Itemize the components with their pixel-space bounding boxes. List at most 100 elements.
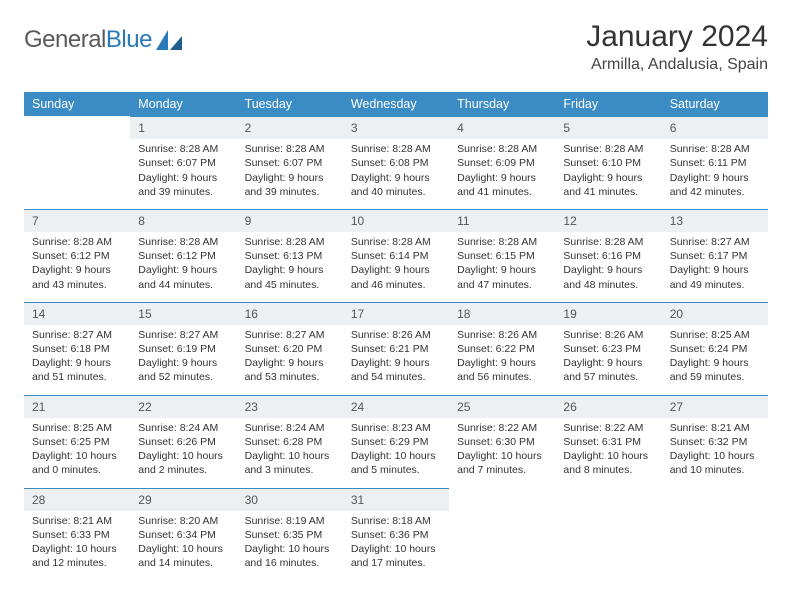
day-cell-17: 17Sunrise: 8:26 AMSunset: 6:21 PMDayligh… (343, 302, 449, 395)
week-row: 14Sunrise: 8:27 AMSunset: 6:18 PMDayligh… (24, 302, 768, 395)
day-content: Sunrise: 8:28 AMSunset: 6:15 PMDaylight:… (449, 232, 555, 302)
daylight-line: Daylight: 9 hours and 40 minutes. (351, 171, 441, 199)
sunrise-line: Sunrise: 8:28 AM (457, 235, 547, 249)
sunrise-line: Sunrise: 8:24 AM (138, 421, 228, 435)
sunset-line: Sunset: 6:22 PM (457, 342, 547, 356)
daylight-line: Daylight: 9 hours and 45 minutes. (245, 263, 335, 291)
day-number: 17 (343, 302, 449, 325)
dow-wednesday: Wednesday (343, 92, 449, 116)
day-number: 1 (130, 116, 236, 139)
daylight-line: Daylight: 9 hours and 57 minutes. (563, 356, 653, 384)
daylight-line: Daylight: 9 hours and 48 minutes. (563, 263, 653, 291)
header: GeneralBlue January 2024 Armilla, Andalu… (24, 20, 768, 74)
sunset-line: Sunset: 6:25 PM (32, 435, 122, 449)
day-number: 4 (449, 116, 555, 139)
sunset-line: Sunset: 6:21 PM (351, 342, 441, 356)
sunset-line: Sunset: 6:35 PM (245, 528, 335, 542)
daylight-line: Daylight: 9 hours and 59 minutes. (670, 356, 760, 384)
daylight-line: Daylight: 9 hours and 41 minutes. (563, 171, 653, 199)
daylight-line: Daylight: 10 hours and 14 minutes. (138, 542, 228, 570)
day-number: 12 (555, 209, 661, 232)
day-cell-30: 30Sunrise: 8:19 AMSunset: 6:35 PMDayligh… (237, 488, 343, 581)
sunrise-line: Sunrise: 8:26 AM (457, 328, 547, 342)
day-cell-9: 9Sunrise: 8:28 AMSunset: 6:13 PMDaylight… (237, 209, 343, 302)
daylight-line: Daylight: 10 hours and 10 minutes. (670, 449, 760, 477)
daylight-line: Daylight: 10 hours and 16 minutes. (245, 542, 335, 570)
sunrise-line: Sunrise: 8:28 AM (245, 142, 335, 156)
sunrise-line: Sunrise: 8:25 AM (32, 421, 122, 435)
daylight-line: Daylight: 10 hours and 17 minutes. (351, 542, 441, 570)
sunrise-line: Sunrise: 8:23 AM (351, 421, 441, 435)
day-number: 5 (555, 116, 661, 139)
empty-cell (662, 488, 768, 581)
sunset-line: Sunset: 6:07 PM (138, 156, 228, 170)
sunset-line: Sunset: 6:23 PM (563, 342, 653, 356)
sunrise-line: Sunrise: 8:28 AM (245, 235, 335, 249)
empty-cell (449, 488, 555, 581)
sunset-line: Sunset: 6:17 PM (670, 249, 760, 263)
day-cell-15: 15Sunrise: 8:27 AMSunset: 6:19 PMDayligh… (130, 302, 236, 395)
sunset-line: Sunset: 6:13 PM (245, 249, 335, 263)
sunrise-line: Sunrise: 8:18 AM (351, 514, 441, 528)
location: Armilla, Andalusia, Spain (586, 56, 768, 74)
day-number: 26 (555, 395, 661, 418)
day-cell-4: 4Sunrise: 8:28 AMSunset: 6:09 PMDaylight… (449, 116, 555, 209)
dow-sunday: Sunday (24, 92, 130, 116)
day-content: Sunrise: 8:26 AMSunset: 6:23 PMDaylight:… (555, 325, 661, 395)
daylight-line: Daylight: 9 hours and 46 minutes. (351, 263, 441, 291)
day-number: 27 (662, 395, 768, 418)
dow-monday: Monday (130, 92, 236, 116)
sunrise-line: Sunrise: 8:28 AM (563, 142, 653, 156)
sunrise-line: Sunrise: 8:28 AM (138, 142, 228, 156)
day-cell-19: 19Sunrise: 8:26 AMSunset: 6:23 PMDayligh… (555, 302, 661, 395)
dow-row: SundayMondayTuesdayWednesdayThursdayFrid… (24, 92, 768, 116)
day-cell-18: 18 Sunrise: 8:26 AMSunset: 6:22 PMDayligh… (449, 302, 555, 395)
sunrise-line: Sunrise: 8:26 AM (351, 328, 441, 342)
daylight-line: Daylight: 9 hours and 51 minutes. (32, 356, 122, 384)
day-cell-10: 10Sunrise: 8:28 AMSunset: 6:14 PMDayligh… (343, 209, 449, 302)
daylight-line: Daylight: 10 hours and 5 minutes. (351, 449, 441, 477)
sunset-line: Sunset: 6:36 PM (351, 528, 441, 542)
sunset-line: Sunset: 6:10 PM (563, 156, 653, 170)
day-cell-27: 27Sunrise: 8:21 AMSunset: 6:32 PMDayligh… (662, 395, 768, 488)
week-row: 1Sunrise: 8:28 AMSunset: 6:07 PMDaylight… (24, 116, 768, 209)
sunrise-line: Sunrise: 8:28 AM (351, 235, 441, 249)
sunrise-line: Sunrise: 8:28 AM (670, 142, 760, 156)
day-content: Sunrise: 8:26 AMSunset: 6:21 PMDaylight:… (343, 325, 449, 395)
day-number: 18 (449, 302, 555, 325)
day-number: 13 (662, 209, 768, 232)
day-number: 14 (24, 302, 130, 325)
logo-part1: General (24, 26, 106, 53)
daylight-line: Daylight: 10 hours and 0 minutes. (32, 449, 122, 477)
day-number: 2 (237, 116, 343, 139)
daylight-line: Daylight: 9 hours and 56 minutes. (457, 356, 547, 384)
day-number: 6 (662, 116, 768, 139)
empty-cell (24, 116, 130, 209)
daylight-line: Daylight: 10 hours and 8 minutes. (563, 449, 653, 477)
daylight-line: Daylight: 10 hours and 3 minutes. (245, 449, 335, 477)
day-number: 28 (24, 488, 130, 511)
day-cell-16: 16Sunrise: 8:27 AMSunset: 6:20 PMDayligh… (237, 302, 343, 395)
sunset-line: Sunset: 6:30 PM (457, 435, 547, 449)
day-cell-29: 29Sunrise: 8:20 AMSunset: 6:34 PMDayligh… (130, 488, 236, 581)
sunset-line: Sunset: 6:09 PM (457, 156, 547, 170)
sunrise-line: Sunrise: 8:26 AM (563, 328, 653, 342)
sunset-line: Sunset: 6:12 PM (138, 249, 228, 263)
day-number: 11 (449, 209, 555, 232)
day-number: 7 (24, 209, 130, 232)
day-content: Sunrise: 8:28 AMSunset: 6:10 PMDaylight:… (555, 139, 661, 209)
sunset-line: Sunset: 6:31 PM (563, 435, 653, 449)
sunset-line: Sunset: 6:07 PM (245, 156, 335, 170)
sail-icon (156, 30, 182, 50)
day-content: Sunrise: 8:25 AMSunset: 6:24 PMDaylight:… (662, 325, 768, 395)
logo-part2: Blue (106, 26, 152, 53)
daylight-line: Daylight: 9 hours and 44 minutes. (138, 263, 228, 291)
logo: GeneralBlue (24, 26, 182, 54)
title-block: January 2024 Armilla, Andalusia, Spain (586, 20, 768, 74)
day-content: Sunrise: 8:18 AMSunset: 6:36 PMDaylight:… (343, 511, 449, 581)
daylight-line: Daylight: 9 hours and 41 minutes. (457, 171, 547, 199)
sunset-line: Sunset: 6:16 PM (563, 249, 653, 263)
day-number: 16 (237, 302, 343, 325)
sunrise-line: Sunrise: 8:21 AM (670, 421, 760, 435)
calendar-head: SundayMondayTuesdayWednesdayThursdayFrid… (24, 92, 768, 116)
